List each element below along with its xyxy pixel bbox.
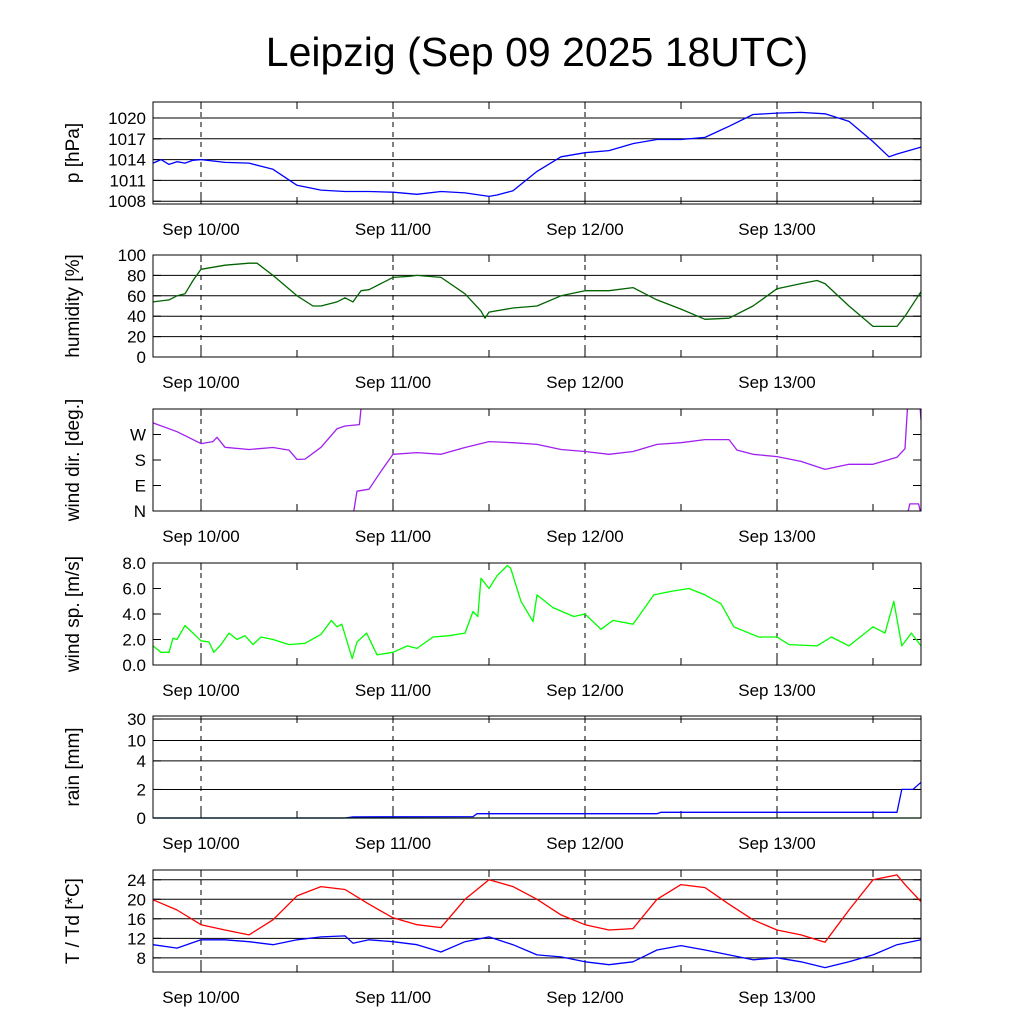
- x-tick-label: Sep 10/00: [162, 220, 240, 239]
- y-tick-label: 0: [137, 809, 146, 828]
- x-tick-label: Sep 13/00: [738, 988, 816, 1007]
- series-line-temperature-0: [152, 874, 922, 943]
- y-tick-label: 0: [137, 348, 146, 367]
- x-tick-label: Sep 11/00: [355, 220, 431, 239]
- x-tick-label: Sep 13/00: [738, 527, 816, 546]
- y-tick-label: 80: [127, 266, 146, 285]
- y-tick-label: 2: [137, 780, 146, 799]
- x-tick-label: Sep 10/00: [162, 527, 240, 546]
- series-line-wind_speed-0: [152, 564, 922, 660]
- y-axis-label: rain [mm]: [63, 727, 84, 806]
- plot-frame: [152, 254, 922, 358]
- y-tick-label: 1008: [108, 192, 146, 211]
- x-tick-label: Sep 11/00: [355, 988, 431, 1007]
- x-tick-label: Sep 11/00: [355, 681, 431, 700]
- x-tick-label: Sep 12/00: [546, 373, 624, 392]
- plot-frame: [152, 869, 922, 973]
- y-tick-label: 1014: [108, 151, 146, 170]
- y-tick-label: 100: [118, 246, 146, 265]
- series-line-temperature-1: [152, 935, 922, 969]
- y-tick-label: 4: [137, 752, 146, 771]
- y-tick-label: S: [135, 451, 146, 470]
- series-line-pressure-0: [152, 111, 922, 198]
- x-tick-label: Sep 12/00: [546, 834, 624, 853]
- y-tick-label: 12: [127, 929, 146, 948]
- y-tick-label: W: [130, 426, 146, 445]
- x-tick-label: Sep 10/00: [162, 988, 240, 1007]
- y-tick-label: 1020: [108, 109, 146, 128]
- x-tick-label: Sep 12/00: [546, 527, 624, 546]
- x-tick-label: Sep 12/00: [546, 988, 624, 1007]
- plot-frame: [152, 101, 922, 205]
- y-tick-label: 1011: [109, 171, 146, 190]
- x-tick-label: Sep 11/00: [355, 834, 431, 853]
- y-axis-label: wind sp. [m/s]: [63, 556, 84, 673]
- series-line-humidity-0: [152, 262, 922, 328]
- panel-rain: 0 2 4 10 30 rain [mm] Sep 10/00 Sep 11/00 Sep 12…: [63, 710, 922, 853]
- x-tick-label: Sep 11/00: [355, 373, 431, 392]
- x-tick-label: Sep 11/00: [355, 527, 431, 546]
- y-tick-label: 60: [127, 287, 146, 306]
- y-tick-label: 0.0: [122, 656, 146, 675]
- y-tick-label: 6.0: [122, 580, 146, 599]
- x-tick-label: Sep 13/00: [738, 681, 816, 700]
- y-tick-label: E: [135, 477, 146, 496]
- y-axis-label: T / Td [*C]: [63, 878, 84, 964]
- x-tick-label: Sep 12/00: [546, 681, 624, 700]
- x-tick-label: Sep 13/00: [738, 834, 816, 853]
- y-tick-label: N: [134, 502, 146, 521]
- plot-frame: [152, 562, 922, 666]
- y-tick-label: 2.0: [122, 631, 146, 650]
- x-tick-label: Sep 10/00: [162, 373, 240, 392]
- y-tick-label: 8: [137, 949, 146, 968]
- series-line-wind_dir-0: [152, 408, 922, 512]
- x-tick-label: Sep 13/00: [738, 373, 816, 392]
- y-tick-label: 20: [127, 328, 146, 347]
- y-tick-label: 4.0: [122, 605, 146, 624]
- y-tick-label: 20: [127, 890, 146, 909]
- y-tick-label: 8.0: [122, 554, 146, 573]
- panel-wind_speed: 0.0 2.0 4.0 6.0 8.0 wind sp. [m/s] Sep 10/00 Se…: [63, 554, 922, 700]
- y-axis-label: humidity [%]: [63, 254, 84, 357]
- x-tick-label: Sep 12/00: [546, 220, 624, 239]
- x-tick-label: Sep 10/00: [162, 834, 240, 853]
- x-tick-label: Sep 13/00: [738, 220, 816, 239]
- plot-frame: [152, 715, 922, 819]
- y-tick-label: 10: [127, 731, 146, 750]
- y-tick-label: 16: [127, 910, 146, 929]
- y-tick-label: 30: [127, 710, 146, 729]
- y-axis-label: p [hPa]: [63, 123, 84, 183]
- chart-title: Leipzig (Sep 09 2025 18UTC): [266, 29, 808, 75]
- y-tick-label: 40: [127, 307, 146, 326]
- x-tick-label: Sep 10/00: [162, 681, 240, 700]
- series-line-rain-0: [153, 781, 922, 819]
- y-axis-label: wind dir. [deg.]: [63, 399, 84, 523]
- y-tick-label: 1017: [108, 130, 146, 149]
- y-tick-label: 24: [127, 871, 146, 890]
- plot-frame: [152, 408, 922, 512]
